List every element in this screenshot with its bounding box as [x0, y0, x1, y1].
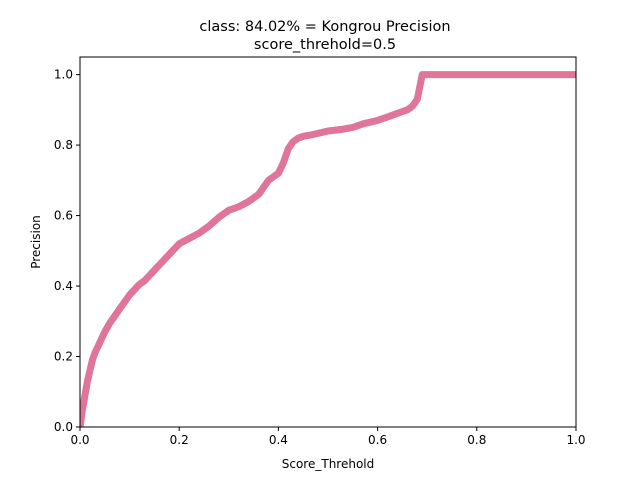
y-tick-label: 0.2	[54, 350, 73, 364]
x-tick-label: 1.0	[566, 433, 585, 447]
x-tick-label: 0.2	[170, 433, 189, 447]
y-tick-label: 0.4	[54, 279, 73, 293]
precision-series-line	[80, 71, 576, 427]
x-tick-label: 0.8	[467, 433, 486, 447]
x-tick-label: 0.4	[269, 433, 288, 447]
y-tick-label: 1.0	[54, 68, 73, 82]
y-axis: 0.0 0.2 0.4 0.6 0.8 1.0	[54, 68, 80, 434]
x-tick-label: 0.6	[368, 433, 387, 447]
series-layer	[80, 71, 576, 427]
x-axis: 0.0 0.2 0.4 0.6 0.8 1.0	[70, 427, 586, 447]
chart-subtitle: score_threhold=0.5	[254, 37, 396, 53]
chart-title: class: 84.02% = Kongrou Precision	[199, 19, 450, 35]
x-tick-label: 0.0	[70, 433, 89, 447]
x-axis-label: Score_Threhold	[282, 457, 375, 471]
plot-frame	[79, 56, 577, 428]
y-tick-label: 0.6	[54, 209, 73, 223]
y-tick-label: 0.8	[54, 138, 73, 152]
y-tick-label: 0.0	[54, 420, 73, 434]
y-axis-label: Precision	[29, 215, 43, 269]
